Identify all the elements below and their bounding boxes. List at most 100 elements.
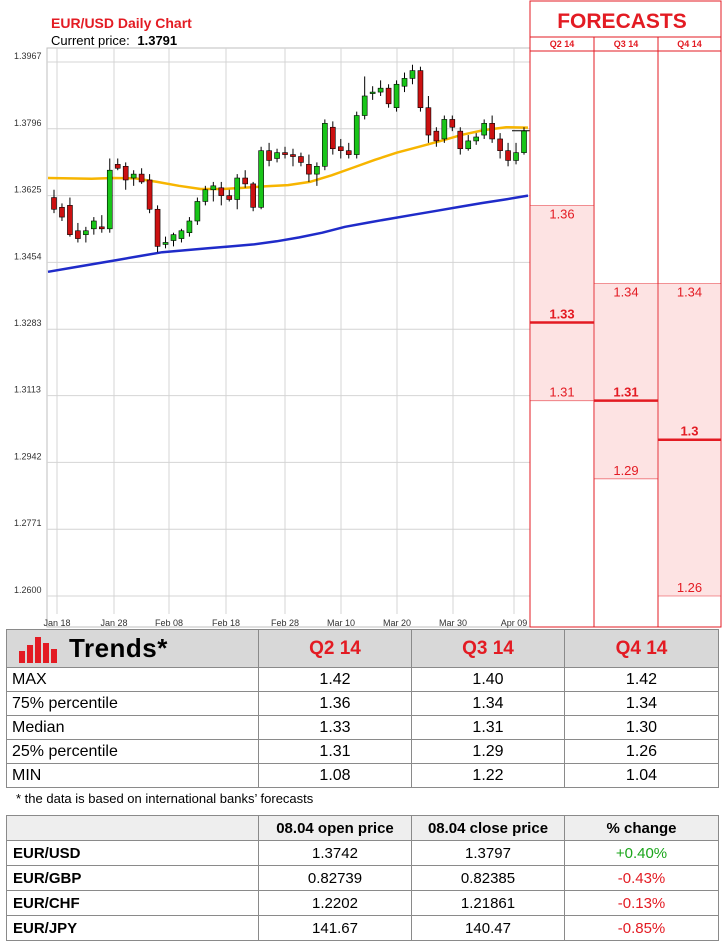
forecast-quarter-label: Q3 14 — [614, 39, 639, 49]
candle-body — [409, 70, 416, 79]
forecast-high-label: 1.34 — [677, 284, 702, 299]
x-tick-label: Mar 30 — [439, 618, 467, 628]
candle-body — [314, 165, 320, 175]
forecast-title: FORECASTS — [557, 10, 687, 33]
trends-row-75-percentile: 75% percentile 1.36 1.34 1.34 — [6, 691, 719, 716]
trends-row-label: Median — [6, 715, 259, 740]
candle-body — [473, 136, 480, 142]
forecast-low-label: 1.29 — [613, 463, 638, 478]
candle-body — [385, 87, 392, 105]
trends-cell: 1.42 — [258, 667, 412, 692]
close-price: 1.21861 — [411, 890, 565, 916]
prices-header: % change — [564, 815, 719, 841]
forecast-low-label: 1.31 — [549, 385, 574, 400]
candle-body — [274, 152, 280, 159]
chart-title: EUR/USD Daily Chart — [51, 15, 192, 31]
trends-quarter-header: Q4 14 — [564, 629, 719, 668]
prices-row-eurjpy: EUR/JPY 141.67 140.47 -0.85% — [6, 915, 719, 941]
x-tick-label: Apr 09 — [501, 618, 528, 628]
candle-body — [481, 123, 487, 136]
trends-cell: 1.40 — [411, 667, 565, 692]
trends-title: Trends* — [69, 633, 168, 663]
trends-cell: 1.33 — [258, 715, 412, 740]
candle-body — [258, 150, 264, 208]
candle-body — [441, 119, 448, 140]
candle-body — [465, 140, 472, 150]
open-price: 1.2202 — [258, 890, 412, 916]
candle-body — [449, 119, 456, 128]
forecast-quarter-label: Q4 14 — [677, 39, 702, 49]
y-tick-label: 1.3283 — [14, 318, 42, 328]
trends-cell: 1.34 — [411, 691, 565, 716]
candle-body — [505, 150, 511, 161]
candle-body — [322, 123, 328, 167]
forecast-low-label: 1.26 — [677, 580, 702, 595]
forecast-high-label: 1.34 — [613, 284, 638, 299]
candle-body — [170, 234, 177, 241]
percent-change: -0.85% — [564, 915, 719, 941]
candle-body — [250, 183, 256, 208]
candle-body — [122, 165, 129, 181]
candle-body — [433, 130, 440, 142]
prices-row-eurusd: EUR/USD 1.3742 1.3797 +0.40% — [6, 840, 719, 866]
ma-slow-line — [47, 194, 529, 274]
candle-body — [489, 123, 495, 140]
trends-row-median: Median 1.33 1.31 1.30 — [6, 715, 719, 740]
candle-body — [497, 138, 503, 151]
forecast-band — [595, 283, 657, 479]
y-tick-label: 1.2771 — [14, 518, 42, 528]
candle-body — [202, 189, 209, 202]
candle-body — [130, 173, 137, 179]
forecast-quarter-label: Q2 14 — [550, 39, 575, 49]
forecast-frame — [529, 0, 722, 628]
trends-row-label: 75% percentile — [6, 691, 259, 716]
candle-body — [138, 173, 145, 183]
y-tick-label: 1.2600 — [14, 585, 42, 595]
candle-body — [377, 87, 384, 93]
candle-body — [67, 205, 73, 235]
bar-chart-icon — [19, 636, 57, 663]
trends-cell: 1.04 — [564, 763, 719, 788]
x-tick-label: Feb 28 — [271, 618, 299, 628]
x-tick-label: Feb 08 — [155, 618, 183, 628]
candle-body — [154, 208, 161, 247]
candle-body — [146, 179, 153, 210]
trends-cell: 1.26 — [564, 739, 719, 764]
candle-body — [234, 177, 241, 200]
current-price-value: 1.3791 — [137, 33, 177, 48]
trends-cell: 1.08 — [258, 763, 412, 788]
candle-body — [353, 115, 360, 155]
forecast-band — [531, 205, 593, 401]
x-tick-label: Mar 20 — [383, 618, 411, 628]
forecast-median-label: 1.31 — [613, 385, 638, 400]
trends-quarter-header: Q3 14 — [411, 629, 565, 668]
trends-cell: 1.34 — [564, 691, 719, 716]
percent-change: -0.13% — [564, 890, 719, 916]
trends-cell: 1.42 — [564, 667, 719, 692]
trends-row-max: MAX 1.42 1.40 1.42 — [6, 667, 719, 692]
trends-row-label: 25% percentile — [6, 739, 259, 764]
candle-body — [290, 154, 296, 157]
plot-layer — [47, 64, 530, 274]
close-price: 1.3797 — [411, 840, 565, 866]
trends-cell: 1.31 — [411, 715, 565, 740]
prices-table: 08.04 open price 08.04 close price % cha… — [6, 815, 719, 941]
y-tick-label: 1.3625 — [14, 185, 42, 195]
candle-body — [401, 78, 408, 87]
prices-row-eurgbp: EUR/GBP 0.82739 0.82385 -0.43% — [6, 865, 719, 891]
candle-body — [337, 146, 344, 151]
plot-grid: 1.3967 1.3796 1.3625 1.3454 1.3283 1.3113 1.29… — [14, 47, 531, 628]
candle-body — [226, 195, 233, 200]
trends-header-row: Trends* Q2 14 Q3 14 Q4 14 — [6, 629, 719, 668]
y-tick-label: 1.3113 — [14, 385, 41, 395]
trends-row-label: MAX — [6, 667, 259, 692]
currency-pair: EUR/USD — [6, 840, 259, 866]
candle-body — [457, 130, 464, 150]
trends-row-min: MIN 1.08 1.22 1.04 — [6, 763, 719, 788]
candle-body — [114, 164, 121, 169]
x-tick-label: Feb 18 — [212, 618, 240, 628]
prices-header-row: 08.04 open price 08.04 close price % cha… — [6, 815, 719, 841]
percent-change: -0.43% — [564, 865, 719, 891]
x-tick-label: Mar 10 — [327, 618, 355, 628]
candle-body — [83, 230, 89, 235]
